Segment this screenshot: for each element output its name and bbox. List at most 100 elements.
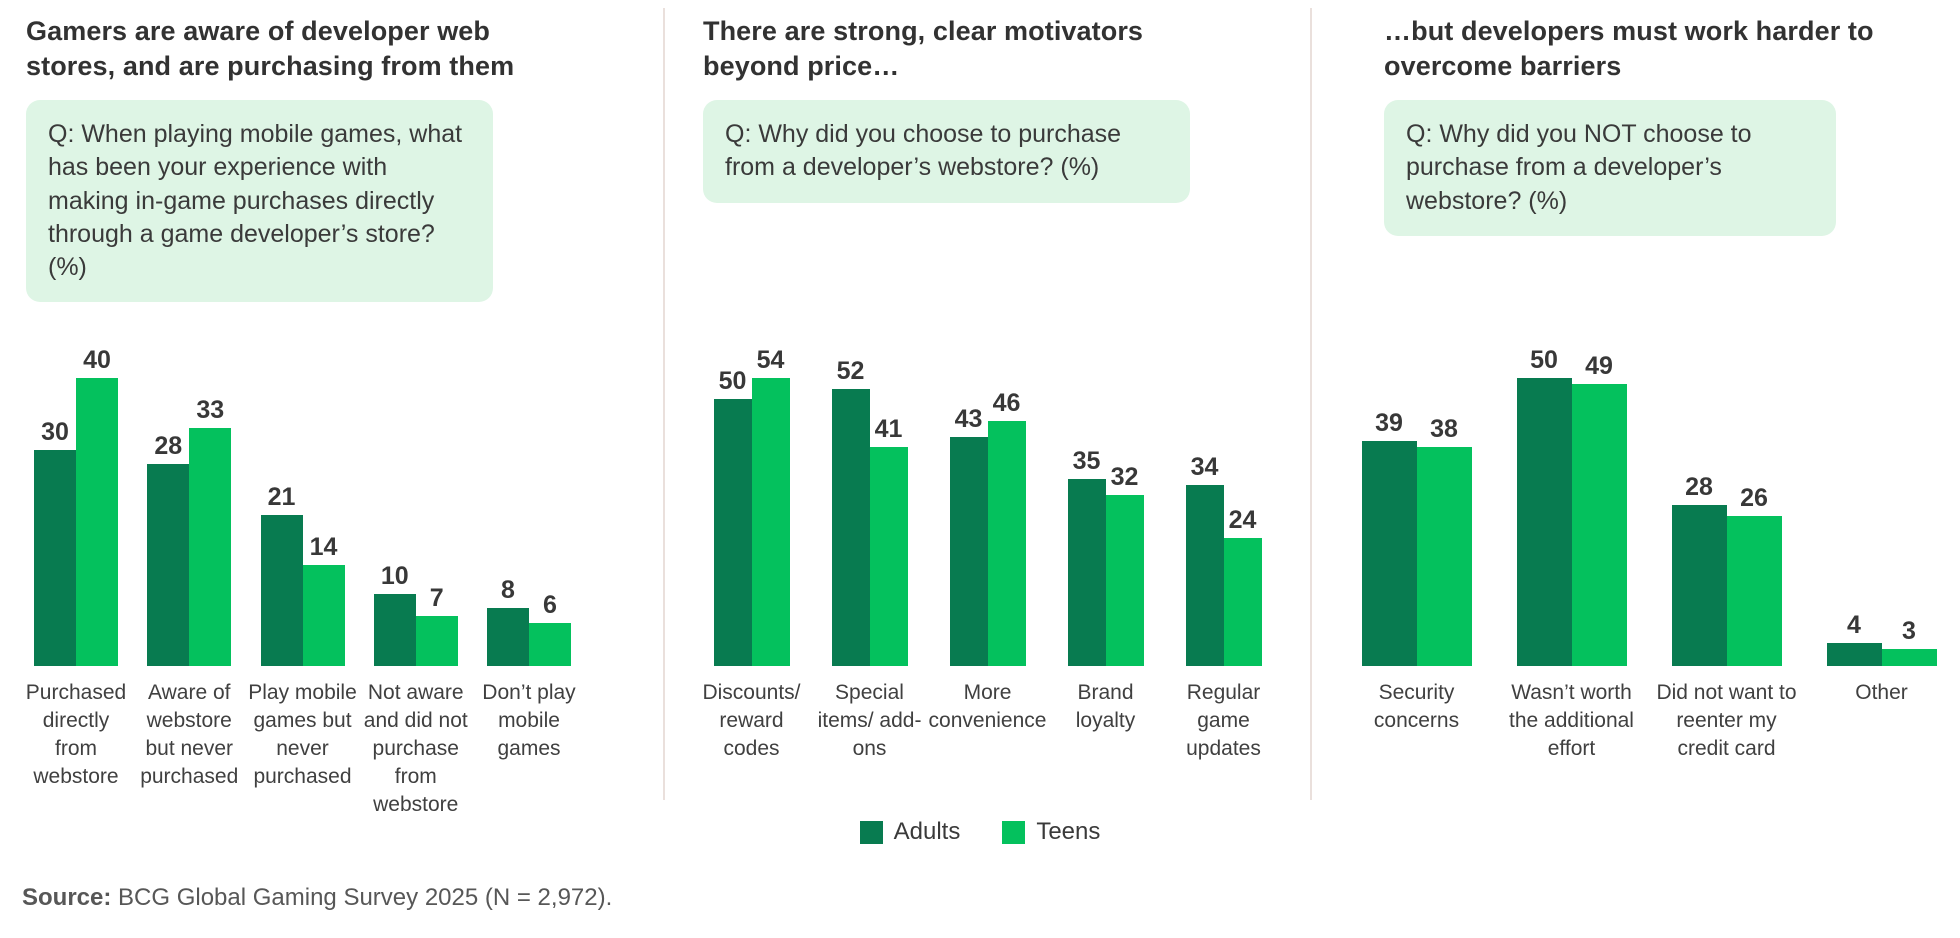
bar-group: 35 32 Brand loyalty <box>1047 336 1164 763</box>
value-label: 34 <box>1190 453 1219 481</box>
bar-pair: 34 24 <box>1185 336 1262 666</box>
bar-teens <box>987 421 1026 666</box>
source-text: BCG Global Gaming Survey 2025 (N = 2,972… <box>111 884 613 911</box>
bar-column-teens: 3 <box>1881 617 1937 666</box>
bar-teens <box>76 378 118 666</box>
value-label: 24 <box>1228 506 1257 534</box>
bar-pair: 50 49 <box>1516 336 1627 666</box>
bar-group: 28 26 Did not want to reenter my credit ca… <box>1649 336 1804 763</box>
category-label: Brand loyalty <box>1075 681 1136 732</box>
bar-adults <box>1361 441 1417 666</box>
legend-label-adults: Adults <box>893 818 961 845</box>
bar-column-adults: 52 <box>831 357 870 666</box>
bar-column-teens: 26 <box>1726 486 1782 666</box>
bar-adults <box>831 389 870 666</box>
bar-column-adults: 21 <box>260 483 303 666</box>
bar-column-teens: 38 <box>1416 415 1472 666</box>
value-label: 40 <box>83 346 111 374</box>
category-label: Aware of webstore but never purchased <box>140 681 239 788</box>
bar-teens <box>869 447 908 666</box>
bar-column-adults: 30 <box>34 420 76 666</box>
bar-teens <box>415 616 458 666</box>
bar-column-adults: 43 <box>949 405 988 666</box>
value-label: 38 <box>1430 415 1458 443</box>
value-label: 41 <box>874 415 903 443</box>
bar-column-teens: 40 <box>76 348 118 666</box>
bar-column-teens: 6 <box>529 593 571 666</box>
bar-adults <box>1671 505 1727 666</box>
panel-title: There are strong, clear motivators beyon… <box>703 16 1144 82</box>
source-note: Source: BCG Global Gaming Survey 2025 (N… <box>22 884 1960 912</box>
source-prefix: Source: <box>22 884 112 911</box>
bar-adults <box>713 399 752 666</box>
value-label: 21 <box>267 483 296 511</box>
value-label: 3 <box>1902 617 1916 645</box>
bar-adults <box>949 437 988 666</box>
question-box: Q: Why did you choose to purchase from a… <box>703 100 1190 203</box>
legend-label-teens: Teens <box>1036 818 1101 845</box>
category-label: Don’t play mobile games <box>482 681 576 760</box>
bar-group: 28 33 Aware of webstore but never purchase… <box>133 336 245 819</box>
panel-divider <box>1310 8 1312 800</box>
panel-barriers: …but developers must work harder to over… <box>1312 0 1958 812</box>
bar-group: 30 40 Purchased directly from webstore <box>20 336 132 819</box>
bar-column-teens: 49 <box>1571 352 1627 666</box>
category-label: Security concerns <box>1373 681 1460 732</box>
value-label: 50 <box>718 367 747 395</box>
question-box: Q: When playing mobile games, what has b… <box>26 100 493 303</box>
bar-teens <box>1105 495 1144 666</box>
bar-column-adults: 28 <box>1671 475 1727 666</box>
panels-row: Gamers are aware of developer web stores… <box>26 0 1958 816</box>
bar-chart-barriers: 39 38 Security concerns 50 49 Wasn’t worth th… <box>1339 336 1937 763</box>
value-label: 8 <box>501 576 515 604</box>
bar-column-teens: 41 <box>869 415 908 666</box>
value-label: 52 <box>836 357 865 385</box>
bar-teens <box>1416 447 1472 666</box>
bar-adults <box>487 608 529 666</box>
panel-title: …but developers must work harder to over… <box>1384 16 1874 82</box>
bar-adults <box>147 464 190 666</box>
bar-column-adults: 8 <box>487 578 529 666</box>
value-label: 10 <box>380 562 409 590</box>
bar-column-adults: 35 <box>1067 449 1106 666</box>
bar-pair: 35 32 <box>1067 336 1144 666</box>
value-label: 14 <box>309 533 338 561</box>
bar-teens <box>751 378 790 666</box>
bar-pair: 52 41 <box>831 336 908 666</box>
bar-column-adults: 4 <box>1826 611 1882 666</box>
category-label: Purchased directly from webstore <box>25 681 127 788</box>
teens-color-swatch <box>1002 820 1026 844</box>
value-label: 43 <box>954 405 983 433</box>
panel-divider <box>663 8 665 800</box>
value-label: 30 <box>41 418 69 446</box>
bar-pair: 50 54 <box>713 336 790 666</box>
value-label: 28 <box>154 432 183 460</box>
bar-column-teens: 33 <box>189 398 232 666</box>
bar-column-adults: 34 <box>1185 453 1224 666</box>
bar-adults <box>34 450 76 666</box>
category-label: More convenience <box>928 681 1047 732</box>
bar-column-teens: 54 <box>751 346 790 666</box>
bar-group: 8 6 Don’t play mobile games <box>473 336 585 819</box>
bar-column-adults: 50 <box>1516 348 1572 666</box>
category-label: Special items/ add-ons <box>817 681 922 760</box>
bar-teens <box>302 565 345 666</box>
category-label: Regular game updates <box>1186 681 1261 760</box>
value-label: 46 <box>992 389 1021 417</box>
category-label: Play mobile games but never purchased <box>248 681 357 788</box>
bar-teens <box>1881 649 1937 666</box>
bar-group: 43 46 More convenience <box>928 336 1047 763</box>
bar-column-adults: 10 <box>373 562 416 666</box>
bar-teens <box>1726 516 1782 666</box>
bar-pair: 10 7 <box>373 336 458 666</box>
bar-group: 10 7 Not aware and did not purchase from w… <box>360 336 472 819</box>
value-label: 49 <box>1585 352 1613 380</box>
bar-column-teens: 32 <box>1105 465 1144 666</box>
bar-group: 50 49 Wasn’t worth the additional effort <box>1494 336 1649 763</box>
panel-motivators: There are strong, clear motivators beyon… <box>665 0 1310 812</box>
category-label: Other <box>1855 681 1908 704</box>
value-label: 54 <box>756 346 785 374</box>
value-label: 4 <box>1847 611 1861 639</box>
